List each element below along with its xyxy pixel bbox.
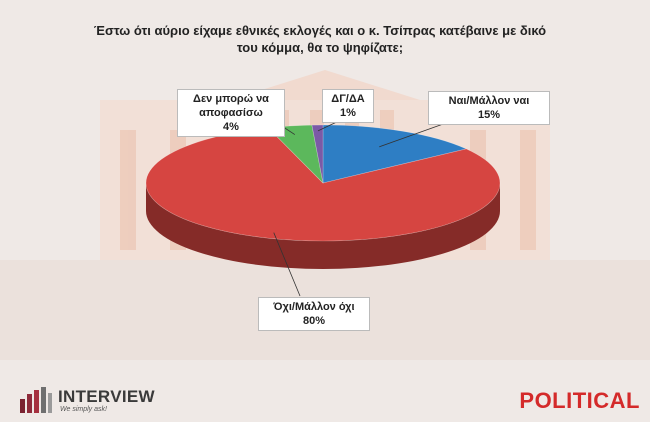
pie-slice-no xyxy=(145,127,501,242)
label-undecided-name-1: Δεν μπορώ να xyxy=(193,93,269,105)
label-undecided-value: 4% xyxy=(223,121,239,133)
pie-slice-dk xyxy=(311,124,324,184)
interview-logo: INTERVIEW We simply ask! xyxy=(18,385,178,415)
label-yes-name: Ναι/Μάλλον ναι xyxy=(448,95,530,107)
label-dk-name: ΔΓ/ΔΑ xyxy=(331,93,365,105)
label-yes: Ναι/Μάλλον ναι 15% xyxy=(428,91,550,125)
label-no-name: Όχι/Μάλλον όχι xyxy=(273,301,355,313)
label-dk: ΔΓ/ΔΑ 1% xyxy=(322,89,374,123)
interview-logo-mark xyxy=(20,387,52,413)
label-no: Όχι/Μάλλον όχι 80% xyxy=(258,297,370,331)
leader-line-no xyxy=(273,232,301,297)
title-line-1: Έστω ότι αύριο είχαμε εθνικές εκλογές κα… xyxy=(93,23,547,38)
interview-name: INTERVIEW xyxy=(58,387,155,406)
interview-tagline: We simply ask! xyxy=(60,406,107,413)
pie-slice-yes xyxy=(322,124,468,184)
label-no-value: 80% xyxy=(302,315,326,327)
label-undecided-name-2: αποφασίσω xyxy=(199,107,263,119)
title-line-2: του κόμμα, θα το ψηφίζατε; xyxy=(236,40,404,55)
pie-side-no xyxy=(146,183,500,269)
label-dk-value: 1% xyxy=(340,107,356,119)
label-undecided: Δεν μπορώ να αποφασίσω 4% xyxy=(177,89,285,137)
political-logo: POLITICAL xyxy=(519,388,640,413)
chart-title: Έστω ότι αύριο είχαμε εθνικές εκλογές κα… xyxy=(60,22,580,56)
label-yes-value: 15% xyxy=(477,109,501,121)
